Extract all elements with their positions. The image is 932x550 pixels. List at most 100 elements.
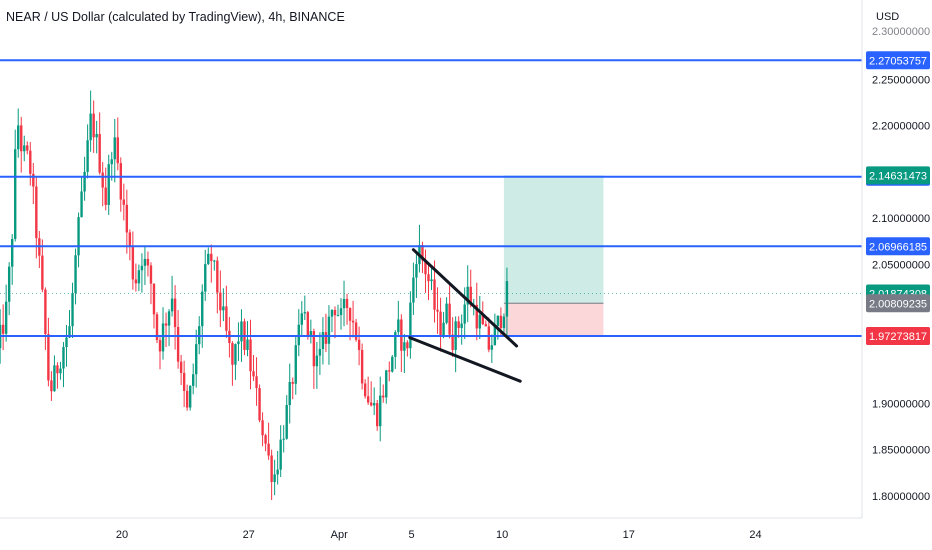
candle-body	[62, 347, 65, 369]
candle-body	[345, 298, 349, 308]
candle-body	[312, 331, 316, 367]
candle-body	[7, 266, 11, 302]
price-axis-tag-bg	[866, 327, 930, 346]
candle-body	[134, 279, 138, 284]
price-axis-tag: 2.06966185	[866, 237, 930, 256]
candle-body	[273, 474, 276, 482]
price-axis-tag: 2.27053757	[866, 51, 930, 70]
candle-body	[35, 186, 38, 239]
candle-body	[65, 337, 68, 348]
candle-body	[457, 321, 460, 329]
candle-body	[170, 298, 174, 312]
candle-body	[487, 326, 491, 350]
price-axis-tag-bg	[866, 51, 930, 70]
candle-body	[502, 316, 506, 329]
candle-body	[463, 304, 466, 324]
trendlines	[408, 248, 522, 383]
candle-body	[348, 307, 352, 321]
candle-body	[300, 313, 303, 325]
candle-body	[86, 140, 89, 172]
candle-body	[478, 314, 481, 329]
candle-body	[439, 311, 442, 336]
currency-label: USD	[876, 11, 899, 23]
candle-body	[32, 173, 35, 187]
candle-body	[158, 340, 162, 352]
candle-body	[56, 365, 59, 374]
candle-body	[53, 365, 56, 392]
candle-body	[225, 306, 228, 331]
candle-body	[188, 385, 192, 408]
candle-body	[95, 134, 98, 138]
y-tick-label: 2.10000000	[872, 213, 930, 225]
candle-body	[164, 323, 168, 326]
candle-body	[466, 286, 469, 305]
candle-body	[351, 320, 355, 323]
candle-body	[195, 344, 198, 375]
candle-body	[484, 324, 488, 327]
candle-body	[201, 291, 204, 327]
candle-body	[421, 245, 424, 261]
candle-body	[179, 361, 183, 373]
candle-body	[237, 341, 240, 345]
candle-body	[4, 301, 8, 334]
price-axis-labels: 2.270537572.144809602.069661851.97283686…	[866, 51, 930, 346]
candle-body	[339, 308, 343, 316]
trendline	[411, 248, 519, 348]
candle-body	[369, 402, 373, 406]
price-axis-tag-bg	[866, 294, 930, 313]
candle-body	[231, 343, 234, 365]
candle-body	[397, 319, 400, 333]
candle-body	[149, 265, 153, 284]
candle-body	[80, 191, 83, 218]
candle-body	[47, 334, 50, 381]
candle-body	[213, 260, 216, 262]
candle-body	[496, 315, 500, 326]
candle-body	[436, 309, 439, 312]
price-axis-tag-text: 2.14631473	[869, 170, 927, 182]
y-tick-label: 2.25000000	[872, 74, 930, 86]
price-axis-tag-text: 2.00809235	[869, 298, 927, 310]
x-tick-label: 24	[749, 529, 761, 541]
candle-body	[101, 172, 104, 188]
candle-body	[360, 349, 364, 384]
candle-body	[303, 312, 307, 314]
candle-body	[430, 279, 433, 282]
candle-body	[29, 150, 32, 174]
candle-body	[481, 314, 484, 325]
candle-body	[354, 322, 358, 340]
candle-body	[451, 334, 454, 350]
y-tick-partial: 2.30000000	[872, 26, 930, 38]
candle-body	[107, 164, 110, 205]
price-axis-tag-bg	[866, 166, 930, 185]
candle-body	[249, 339, 252, 372]
price-axis-tag: 1.97273817	[866, 327, 930, 346]
candle-body	[475, 304, 478, 329]
profit-zone	[503, 175, 604, 304]
candle-body	[279, 439, 282, 470]
candle-body	[26, 145, 29, 151]
candle-body	[234, 344, 237, 365]
candle-body	[261, 420, 264, 436]
candle-body	[204, 264, 207, 292]
candle-body	[240, 321, 243, 342]
candle-body	[113, 137, 116, 160]
candle-body	[161, 323, 165, 352]
candle-body	[14, 149, 17, 239]
candle-body	[20, 125, 23, 152]
price-axis-tag-bg	[866, 237, 930, 256]
stop-zone	[503, 303, 604, 337]
candle-body	[357, 339, 361, 350]
candle-body	[406, 342, 409, 349]
candle-body	[185, 390, 189, 408]
x-tick-label: 17	[623, 529, 635, 541]
candlesticks	[0, 90, 509, 501]
candle-body	[442, 322, 445, 336]
x-tick-label: 20	[116, 529, 128, 541]
price-axis-tag: 2.00809235	[866, 294, 930, 313]
candle-body	[258, 388, 261, 421]
candle-body	[207, 253, 210, 265]
candle-body	[327, 316, 331, 344]
candle-body	[448, 303, 451, 335]
